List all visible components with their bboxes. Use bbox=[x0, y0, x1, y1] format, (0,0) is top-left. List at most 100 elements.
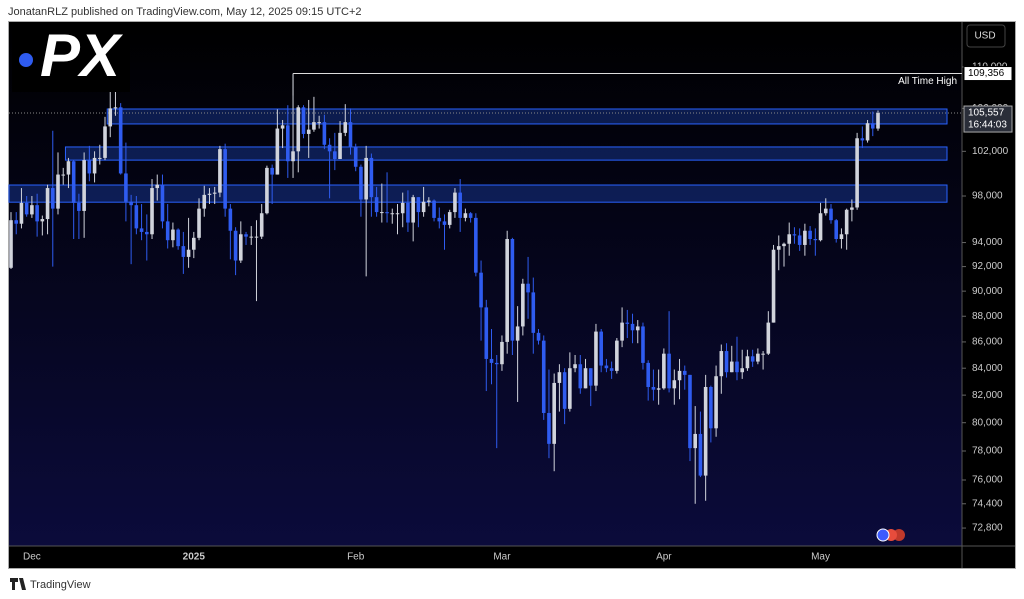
candle-body bbox=[139, 228, 144, 232]
candle-body bbox=[71, 161, 76, 203]
y-tick-label: 90,000 bbox=[972, 286, 1003, 297]
candle-body bbox=[437, 217, 442, 222]
candle-body bbox=[547, 412, 551, 444]
candle-body bbox=[118, 107, 123, 174]
candle-body bbox=[552, 382, 556, 444]
candle-body bbox=[489, 358, 494, 363]
candle-body bbox=[442, 221, 447, 225]
candle-body bbox=[348, 122, 353, 147]
candle-body bbox=[667, 353, 671, 389]
candle-body bbox=[541, 340, 546, 413]
zone bbox=[64, 146, 948, 161]
candle-body bbox=[729, 361, 734, 373]
candle-body bbox=[635, 326, 640, 331]
candle-body bbox=[484, 307, 489, 359]
candle-body bbox=[834, 220, 839, 240]
y-tick-label: 88,000 bbox=[972, 311, 1003, 322]
candle-body bbox=[176, 229, 180, 247]
candle-body bbox=[374, 197, 379, 213]
candle-body bbox=[306, 129, 311, 134]
x-tick-label: Apr bbox=[656, 552, 672, 563]
candle-body bbox=[808, 230, 812, 240]
candle-body bbox=[296, 107, 301, 152]
candle-body bbox=[458, 192, 462, 218]
zone bbox=[8, 184, 948, 203]
y-tick-label: 92,000 bbox=[972, 261, 1003, 272]
candle-body bbox=[353, 146, 358, 167]
candle-body bbox=[662, 353, 666, 389]
candle-body bbox=[92, 157, 97, 174]
candle-body bbox=[688, 374, 692, 449]
candle-body bbox=[724, 351, 729, 373]
candle-body bbox=[45, 188, 50, 220]
candle-body bbox=[599, 331, 603, 366]
candle-body bbox=[380, 212, 384, 214]
candle-body bbox=[197, 208, 201, 238]
candle-body bbox=[682, 370, 687, 375]
candle-body bbox=[228, 208, 233, 231]
candle-body bbox=[562, 372, 567, 409]
candle-body bbox=[588, 368, 593, 386]
candle-body bbox=[803, 230, 807, 245]
candle-body bbox=[656, 388, 661, 390]
candle-body bbox=[56, 174, 60, 209]
candle-body bbox=[515, 326, 520, 341]
candle-body bbox=[531, 292, 536, 333]
candle-body bbox=[87, 160, 92, 174]
candle-body bbox=[677, 370, 682, 381]
candle-body bbox=[818, 213, 823, 241]
candle-body bbox=[212, 192, 217, 194]
candle-body bbox=[745, 356, 750, 369]
candle-body bbox=[594, 331, 598, 386]
candle-body bbox=[223, 149, 227, 209]
candle-body bbox=[270, 167, 274, 175]
currency: USD bbox=[974, 31, 995, 42]
candle-body bbox=[427, 200, 431, 202]
candle-body bbox=[505, 239, 509, 342]
plot bbox=[8, 73, 962, 504]
candle-body bbox=[254, 236, 259, 238]
candle-body bbox=[468, 213, 473, 218]
candle-body bbox=[259, 213, 264, 237]
candle-body bbox=[343, 122, 348, 133]
x-tick-label: Dec bbox=[23, 552, 41, 563]
candle-body bbox=[150, 188, 154, 235]
y-tick-label: 82,000 bbox=[972, 390, 1003, 401]
x-tick-label: Mar bbox=[493, 552, 511, 563]
candle-body bbox=[823, 208, 828, 214]
candle-body bbox=[108, 108, 113, 127]
candle-body bbox=[103, 126, 107, 158]
candle-body bbox=[735, 361, 739, 373]
candle-body bbox=[181, 246, 186, 257]
candle-body bbox=[385, 212, 389, 214]
candle-body bbox=[776, 246, 781, 250]
candle-body bbox=[390, 213, 395, 215]
candle-body bbox=[421, 201, 426, 213]
candle-body bbox=[24, 202, 29, 215]
candle-body bbox=[82, 160, 86, 211]
candle-body bbox=[359, 166, 363, 200]
event-flags bbox=[876, 528, 905, 542]
candle-body bbox=[521, 283, 525, 327]
countdown: 16:44:03 bbox=[968, 120, 1007, 131]
candle-body bbox=[50, 188, 55, 209]
candle-body bbox=[844, 209, 849, 235]
candle-body bbox=[860, 138, 865, 141]
last-price-label: 105,557 bbox=[968, 108, 1005, 119]
candle-body bbox=[510, 239, 515, 341]
candle-body bbox=[77, 202, 81, 211]
plot-area bbox=[9, 22, 962, 546]
candle-body bbox=[750, 356, 755, 362]
candle-body bbox=[787, 234, 792, 244]
candle-body bbox=[573, 364, 577, 369]
candle-body bbox=[620, 322, 624, 341]
candle-body bbox=[160, 184, 165, 222]
candle-body bbox=[317, 122, 321, 124]
candle-body bbox=[9, 220, 13, 268]
candle-body bbox=[113, 107, 118, 109]
y-tick-label: 74,400 bbox=[972, 498, 1003, 509]
candle-body bbox=[672, 380, 677, 389]
currency-box[interactable] bbox=[966, 24, 1006, 48]
candle-body bbox=[322, 122, 327, 145]
candle-body bbox=[265, 167, 269, 214]
